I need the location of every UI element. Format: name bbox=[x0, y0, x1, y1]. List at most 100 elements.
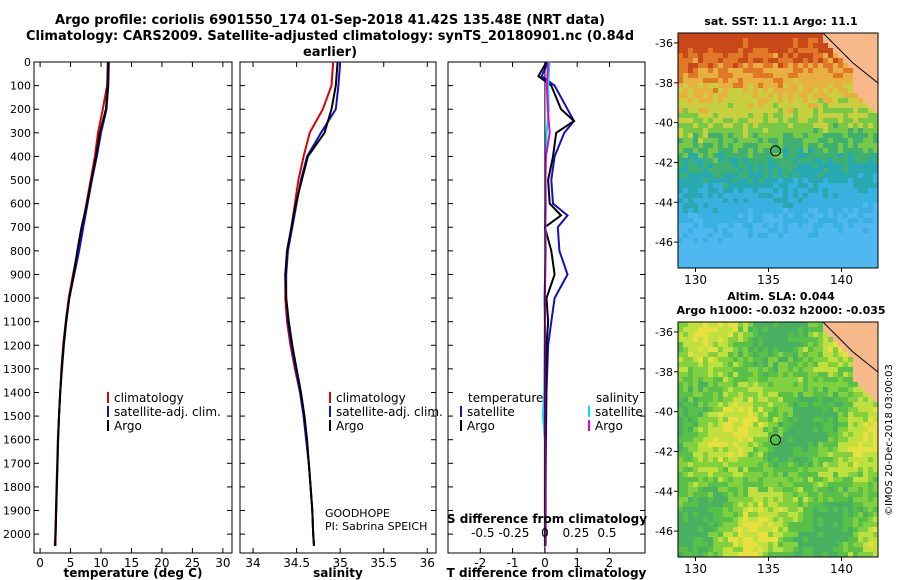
map-cell bbox=[773, 357, 778, 362]
map-cell bbox=[808, 138, 813, 143]
map-cell bbox=[733, 203, 738, 208]
map-cell bbox=[808, 98, 813, 103]
map-cell bbox=[703, 108, 708, 113]
map-cell bbox=[678, 98, 683, 103]
map-cell bbox=[873, 93, 878, 98]
map-cell bbox=[713, 128, 718, 133]
map-cell bbox=[703, 337, 708, 342]
map-cell bbox=[853, 332, 858, 337]
map-cell bbox=[733, 467, 738, 472]
map-cell bbox=[843, 183, 848, 188]
map-cell bbox=[743, 497, 748, 502]
map-cell bbox=[763, 258, 768, 263]
map-cell bbox=[818, 223, 823, 228]
map-cell bbox=[688, 203, 693, 208]
map-cell bbox=[678, 108, 683, 113]
map-cell bbox=[858, 507, 863, 512]
map-cell bbox=[743, 392, 748, 397]
map-cell bbox=[678, 123, 683, 128]
map-cell bbox=[858, 552, 863, 557]
map-cell bbox=[858, 547, 863, 552]
map-cell bbox=[753, 402, 758, 407]
map-cell bbox=[743, 58, 748, 63]
map-cell bbox=[703, 477, 708, 482]
map-cell bbox=[788, 377, 793, 382]
map-cell bbox=[873, 412, 878, 417]
map-cell bbox=[678, 337, 683, 342]
map-cell bbox=[818, 477, 823, 482]
map-cell bbox=[753, 133, 758, 138]
map-cell bbox=[858, 542, 863, 547]
map-cell bbox=[688, 407, 693, 412]
map-cell bbox=[768, 492, 773, 497]
map-cell bbox=[808, 103, 813, 108]
map-cell bbox=[693, 113, 698, 118]
map-cell bbox=[753, 213, 758, 218]
map-cell bbox=[698, 452, 703, 457]
map-cell bbox=[683, 377, 688, 382]
map-cell bbox=[798, 88, 803, 93]
map-cell bbox=[768, 128, 773, 133]
map-cell bbox=[728, 342, 733, 347]
map-cell bbox=[758, 342, 763, 347]
map-cell bbox=[848, 332, 853, 337]
map-cell bbox=[733, 48, 738, 53]
map-cell bbox=[713, 552, 718, 557]
map-cell bbox=[743, 123, 748, 128]
map-cell bbox=[798, 507, 803, 512]
map-cell bbox=[858, 163, 863, 168]
map-cell bbox=[703, 552, 708, 557]
map-cell bbox=[733, 492, 738, 497]
map-cell bbox=[858, 352, 863, 357]
map-cell bbox=[748, 58, 753, 63]
map-cell bbox=[808, 243, 813, 248]
map-cell bbox=[733, 238, 738, 243]
map-cell bbox=[788, 48, 793, 53]
map-cell bbox=[678, 223, 683, 228]
map-cell bbox=[778, 397, 783, 402]
sla-map-title-line2: Argo h1000: -0.032 h2000: -0.035 bbox=[676, 304, 886, 317]
map-cell bbox=[753, 532, 758, 537]
map-cell bbox=[763, 203, 768, 208]
map-cell bbox=[833, 427, 838, 432]
map-cell bbox=[813, 263, 818, 268]
map-cell bbox=[813, 407, 818, 412]
map-cell bbox=[758, 93, 763, 98]
map-cell bbox=[748, 243, 753, 248]
map-cell bbox=[843, 547, 848, 552]
map-cell bbox=[788, 362, 793, 367]
map-cell bbox=[683, 432, 688, 437]
map-cell bbox=[678, 33, 683, 38]
map-cell bbox=[743, 377, 748, 382]
map-cell bbox=[718, 143, 723, 148]
map-cell bbox=[798, 63, 803, 68]
map-cell bbox=[693, 422, 698, 427]
map-cell bbox=[778, 462, 783, 467]
map-cell bbox=[848, 537, 853, 542]
map-cell bbox=[773, 218, 778, 223]
map-cell bbox=[818, 497, 823, 502]
map-cell bbox=[823, 193, 828, 198]
map-cell bbox=[773, 507, 778, 512]
map-cell bbox=[713, 547, 718, 552]
map-cell bbox=[823, 178, 828, 183]
map-cell bbox=[868, 223, 873, 228]
map-cell bbox=[703, 437, 708, 442]
map-cell bbox=[723, 73, 728, 78]
map-cell bbox=[838, 507, 843, 512]
map-cell bbox=[828, 58, 833, 63]
map-cell bbox=[753, 108, 758, 113]
map-cell bbox=[753, 367, 758, 372]
map-cell bbox=[733, 377, 738, 382]
map-cell bbox=[748, 183, 753, 188]
map-cell bbox=[708, 88, 713, 93]
map-cell bbox=[693, 342, 698, 347]
map-cell bbox=[703, 502, 708, 507]
map-cell bbox=[703, 118, 708, 123]
map-cell bbox=[723, 103, 728, 108]
map-cell bbox=[803, 522, 808, 527]
map-cell bbox=[798, 183, 803, 188]
map-cell bbox=[693, 402, 698, 407]
map-cell bbox=[823, 522, 828, 527]
map-cell bbox=[778, 68, 783, 73]
